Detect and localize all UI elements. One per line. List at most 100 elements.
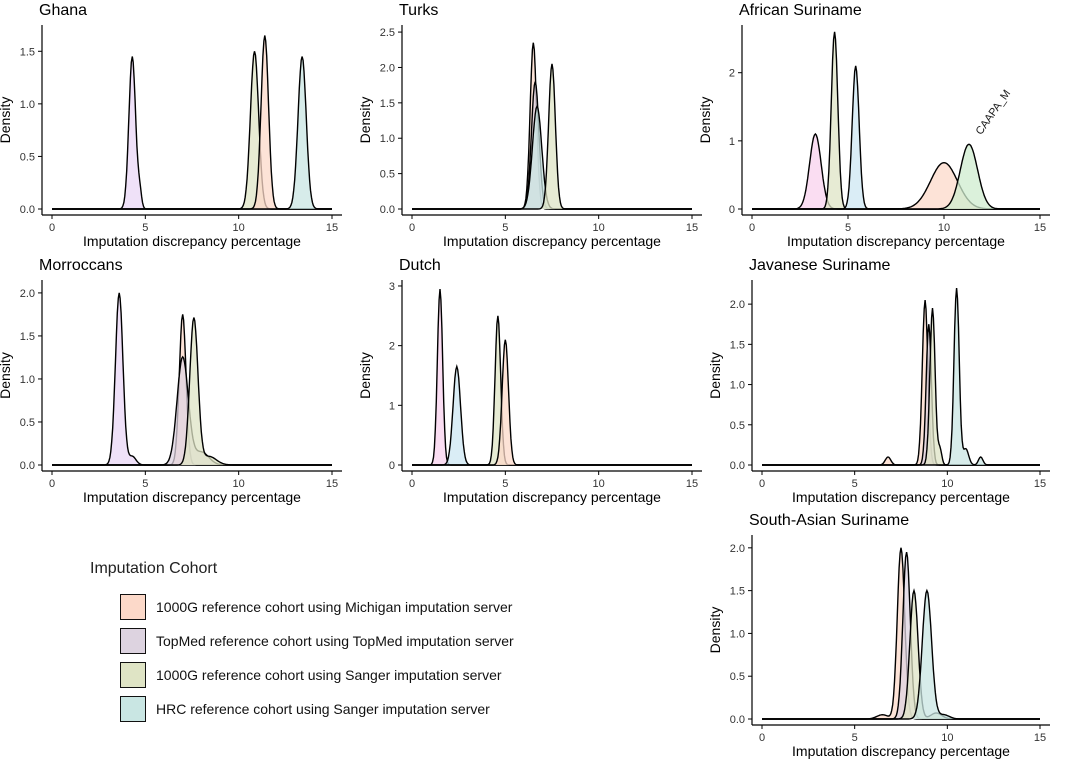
y-tick-label: 1.5 bbox=[730, 586, 745, 598]
density-line-1 bbox=[52, 51, 332, 210]
x-tick-label: 5 bbox=[142, 222, 148, 234]
x-tick-label: 15 bbox=[1034, 732, 1046, 744]
x-tick-label: 15 bbox=[686, 478, 698, 490]
density-line-2 bbox=[762, 308, 1040, 466]
y-axis-label: Density bbox=[0, 97, 13, 144]
x-tick-label: 15 bbox=[1034, 222, 1046, 234]
density-area-2 bbox=[52, 35, 332, 209]
x-tick-label: 0 bbox=[49, 478, 55, 490]
x-tick-label: 15 bbox=[686, 222, 698, 234]
y-tick-label: 1.0 bbox=[20, 374, 35, 386]
y-tick-label: 1.5 bbox=[20, 331, 35, 343]
y-tick-label: 0.5 bbox=[730, 420, 745, 432]
density-line-3 bbox=[412, 63, 692, 210]
x-axis-label: Imputation discrepancy percentage bbox=[792, 743, 1010, 759]
y-axis-label: Density bbox=[357, 352, 373, 399]
x-tick-label: 10 bbox=[593, 478, 605, 490]
y-tick-label: 1 bbox=[389, 400, 395, 412]
density-area-1 bbox=[762, 324, 1040, 465]
y-tick-label: 1.0 bbox=[20, 99, 35, 111]
x-tick-label: 5 bbox=[845, 222, 851, 234]
x-tick-label: 15 bbox=[326, 222, 338, 234]
density-line-2 bbox=[52, 35, 332, 210]
panel-south-asian-suriname: South-Asian Suriname 0 5 10 15 0.0 0.5 1.0 1.5 2.… bbox=[707, 512, 1050, 759]
legend-item-michigan-1000g: 1000G reference cohort using Michigan im… bbox=[120, 592, 610, 622]
y-axis-label: Density bbox=[707, 352, 723, 399]
x-tick-label: 10 bbox=[233, 222, 245, 234]
panel-title: Morroccans bbox=[39, 257, 123, 274]
panel-ghana: Ghana 0 5 10 15 0.0 0.5 1.0 1.5 Imputation discre… bbox=[0, 2, 342, 249]
density-area-0 bbox=[762, 300, 1040, 465]
panel-javanese-suriname: Javanese Suriname 0 5 10 15 0.0 0.5 1.0 1.5 2.0 Im… bbox=[707, 257, 1050, 505]
density-line-3 bbox=[752, 161, 1040, 210]
y-tick-label: 3 bbox=[389, 281, 395, 293]
density-area-2 bbox=[762, 308, 1040, 465]
legend-swatch bbox=[120, 594, 146, 620]
x-tick-label: 10 bbox=[941, 732, 953, 744]
y-tick-label: 0.0 bbox=[730, 460, 745, 472]
y-tick-label: 1.5 bbox=[20, 46, 35, 58]
x-tick-label: 0 bbox=[409, 478, 415, 490]
y-axis-label: Density bbox=[707, 607, 723, 654]
y-tick-label: 1.5 bbox=[380, 98, 395, 110]
density-line-1 bbox=[752, 31, 1040, 210]
x-tick-label: 5 bbox=[502, 222, 508, 234]
density-line-2 bbox=[752, 65, 1040, 210]
density-area-3 bbox=[762, 288, 1040, 465]
density-area-4 bbox=[752, 144, 1040, 209]
density-area-3 bbox=[52, 56, 332, 209]
y-tick-label: 1.5 bbox=[730, 339, 745, 351]
density-line-3 bbox=[762, 287, 1040, 466]
y-tick-label: 2.5 bbox=[380, 27, 395, 39]
y-tick-label: 1 bbox=[729, 136, 735, 148]
legend-item-sanger-hrc: HRC reference cohort using Sanger imputa… bbox=[120, 694, 610, 724]
density-area-0 bbox=[52, 56, 332, 209]
x-tick-label: 5 bbox=[142, 478, 148, 490]
y-tick-label: 0.5 bbox=[20, 151, 35, 163]
legend-item-sanger-1000g: 1000G reference cohort using Sanger impu… bbox=[120, 660, 610, 690]
density-line-0 bbox=[52, 56, 332, 210]
x-axis-label: Imputation discrepancy percentage bbox=[83, 233, 301, 249]
density-area-0 bbox=[762, 547, 1040, 719]
density-area-3 bbox=[52, 317, 332, 465]
density-line-1 bbox=[762, 324, 1040, 466]
curve-annotation: CAAPA_M bbox=[974, 88, 1014, 137]
density-line-3 bbox=[52, 317, 332, 466]
y-axis-label: Density bbox=[0, 352, 13, 399]
y-tick-label: 2.0 bbox=[730, 543, 745, 555]
x-tick-label: 0 bbox=[409, 222, 415, 234]
legend-swatch bbox=[120, 696, 146, 722]
x-axis-label: Imputation discrepancy percentage bbox=[787, 233, 1005, 249]
density-area-1 bbox=[752, 31, 1040, 209]
density-line-0 bbox=[762, 300, 1040, 466]
x-tick-label: 0 bbox=[759, 478, 765, 490]
panel-title: Javanese Suriname bbox=[749, 257, 891, 274]
y-tick-label: 2.0 bbox=[20, 288, 35, 300]
x-tick-label: 0 bbox=[759, 732, 765, 744]
panel-african-suriname: African Suriname 0 5 10 15 0 1 2 Imputation disc… bbox=[697, 2, 1050, 249]
panel-morroccans: Morroccans 0 5 10 15 0.0 0.5 1.0 1.5 2.0 Imputatio… bbox=[0, 257, 342, 505]
legend-label: HRC reference cohort using Sanger imputa… bbox=[156, 701, 490, 717]
y-tick-label: 0 bbox=[729, 204, 735, 216]
y-tick-label: 0.0 bbox=[20, 204, 35, 216]
legend-swatch bbox=[120, 662, 146, 688]
y-tick-label: 0.0 bbox=[730, 714, 745, 726]
x-tick-label: 15 bbox=[1034, 478, 1046, 490]
y-tick-label: 2 bbox=[389, 341, 395, 353]
y-tick-label: 0.5 bbox=[380, 169, 395, 181]
x-tick-label: 10 bbox=[938, 222, 950, 234]
x-tick-label: 10 bbox=[233, 478, 245, 490]
density-area-1 bbox=[52, 51, 332, 209]
y-axis-label: Density bbox=[357, 97, 373, 144]
x-tick-label: 10 bbox=[593, 222, 605, 234]
panel-title: Dutch bbox=[399, 257, 441, 274]
x-tick-label: 5 bbox=[502, 478, 508, 490]
panel-title: Turks bbox=[399, 2, 438, 19]
panel-title: African Suriname bbox=[739, 2, 862, 19]
panel-dutch: Dutch 0 5 10 15 0 1 2 3 Imputation discrepancy pe… bbox=[357, 257, 702, 505]
x-tick-label: 10 bbox=[941, 478, 953, 490]
y-tick-label: 1.0 bbox=[380, 133, 395, 145]
y-tick-label: 0.0 bbox=[380, 204, 395, 216]
legend-label: 1000G reference cohort using Sanger impu… bbox=[156, 667, 502, 683]
x-tick-label: 5 bbox=[852, 478, 858, 490]
